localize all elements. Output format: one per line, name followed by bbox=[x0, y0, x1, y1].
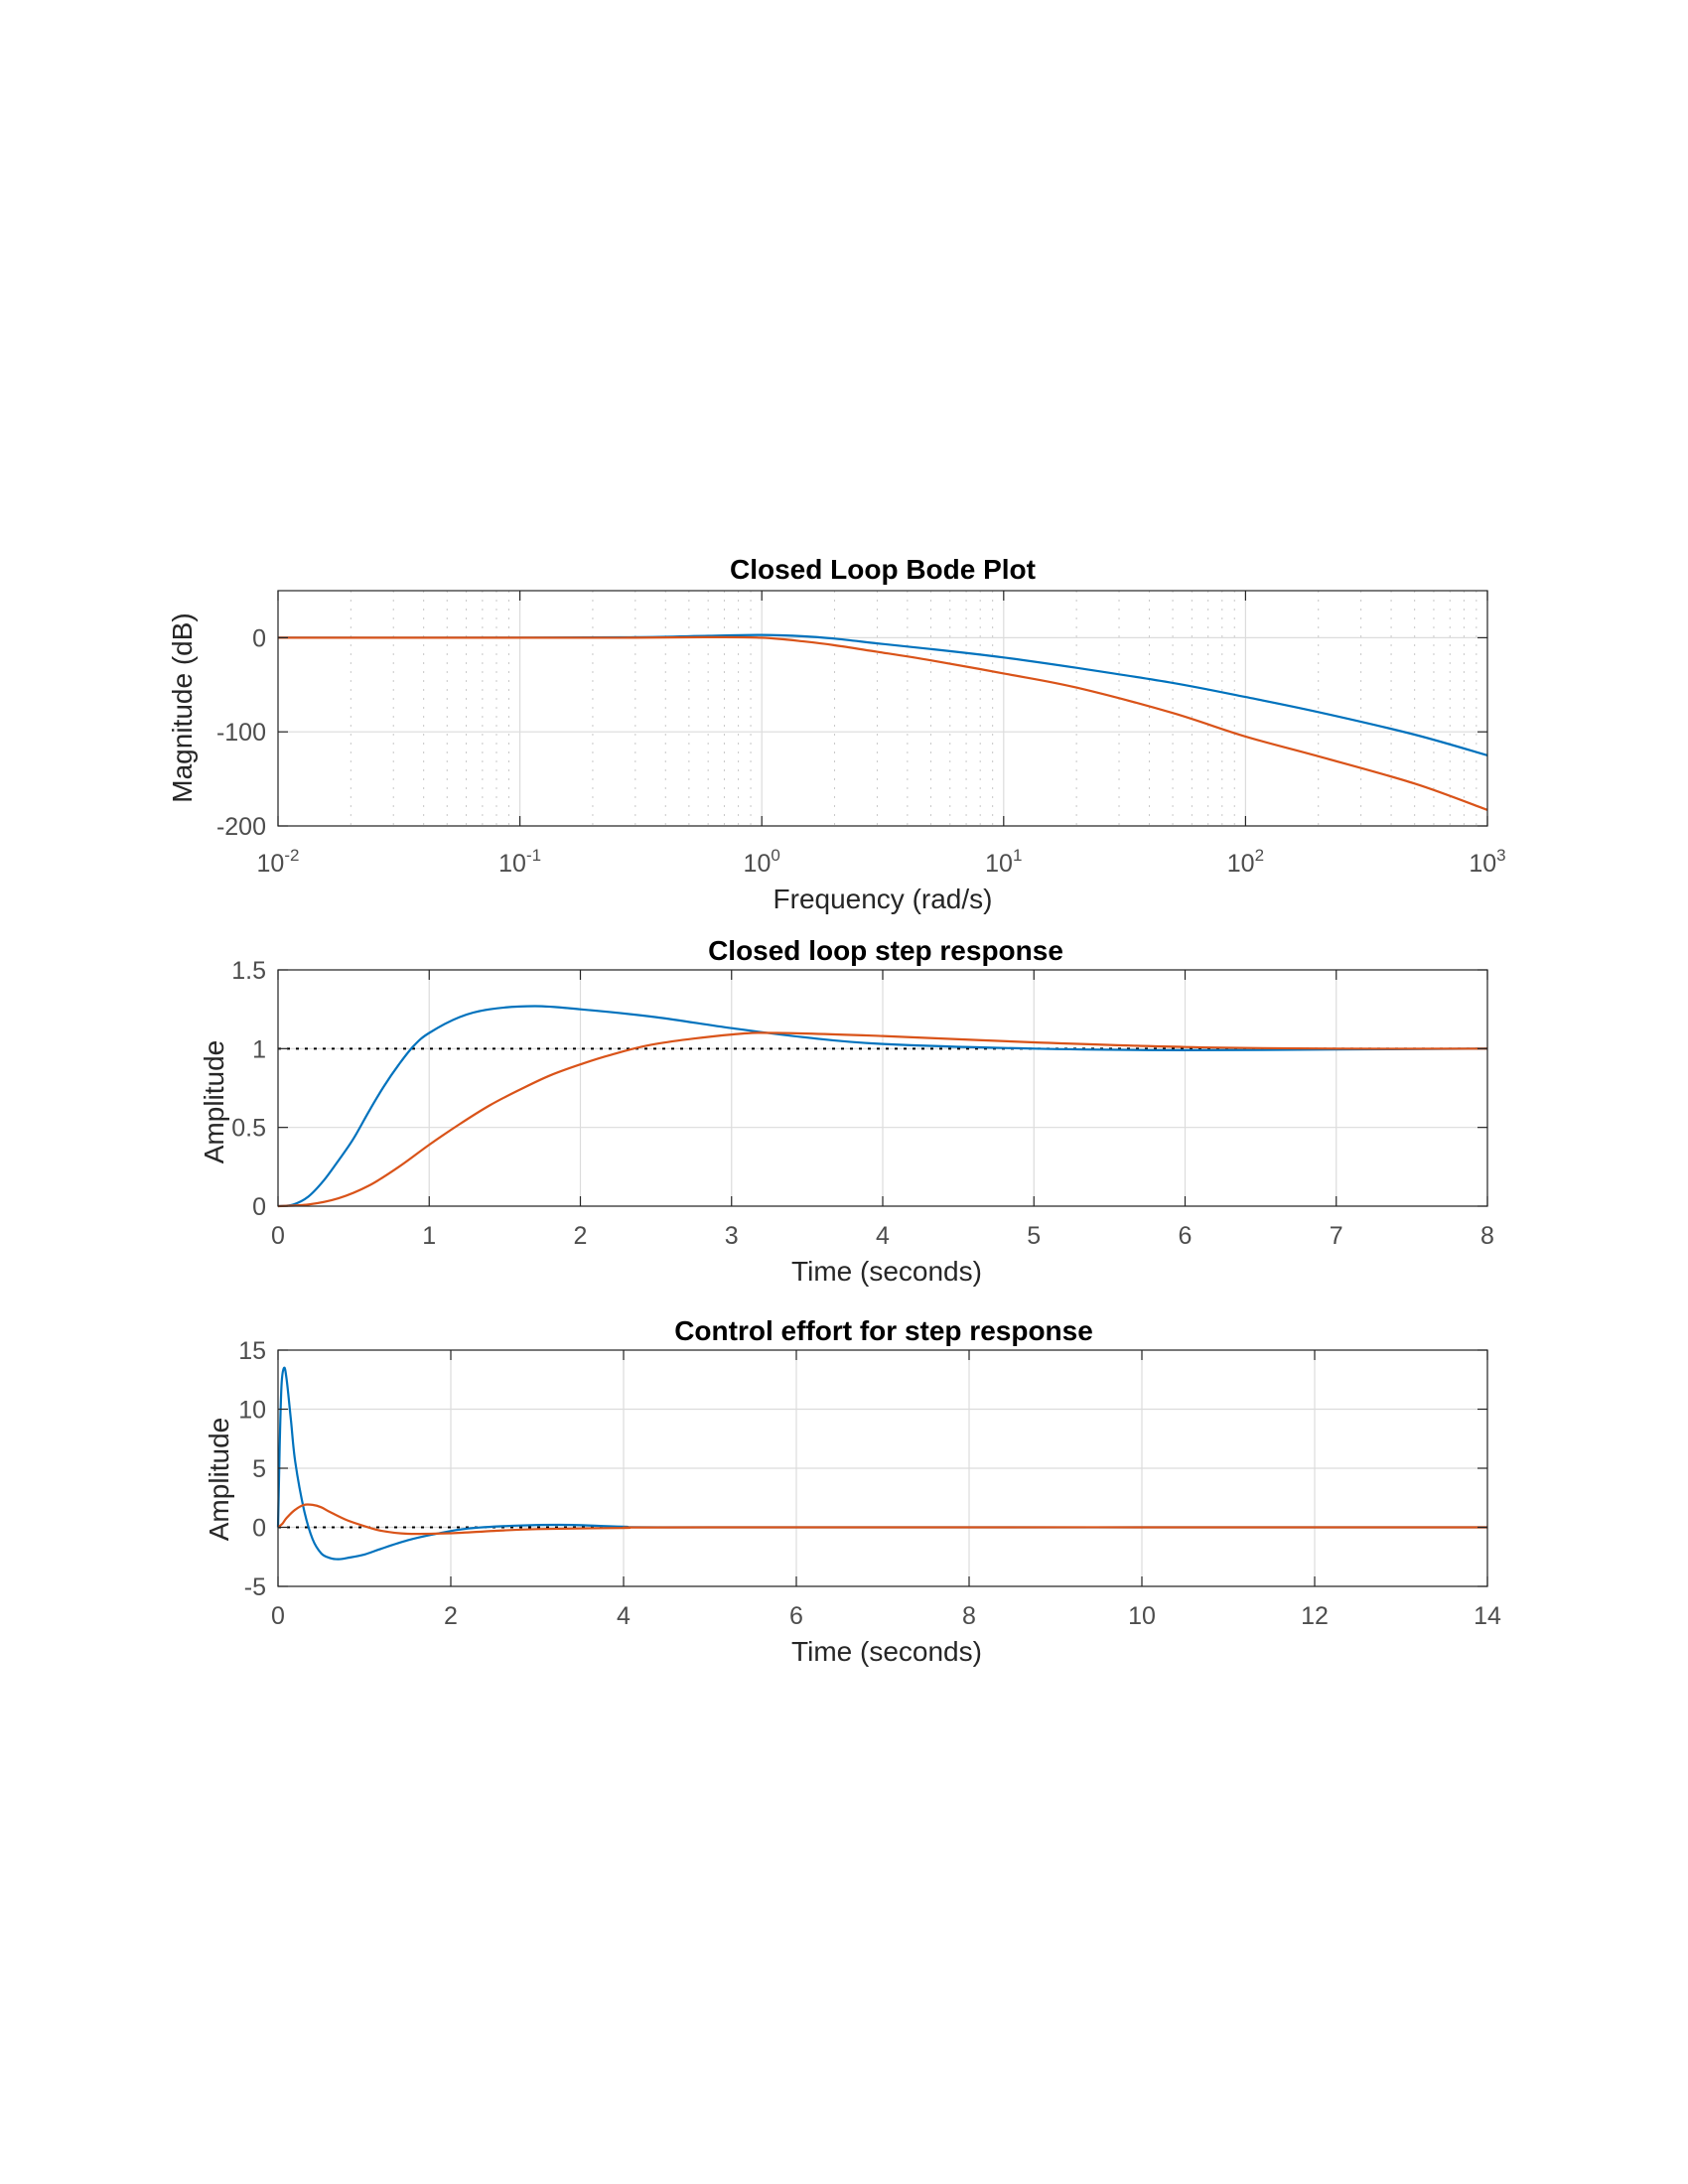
effort-y-tick-label: 15 bbox=[238, 1337, 266, 1365]
effort-x-tick-label: 8 bbox=[962, 1602, 976, 1630]
effort-xlabel: Time (seconds) bbox=[791, 1636, 982, 1667]
step-x-tick-label: 0 bbox=[271, 1222, 285, 1250]
bode-series-2-line bbox=[278, 635, 1488, 811]
bode-x-tick-label: 100 bbox=[744, 846, 780, 878]
step-y-tick-label: 0.5 bbox=[231, 1115, 266, 1143]
bode-plot-panel: 10-2 10-1 100 101 102 103 0 -100 -200 Closed Loo… bbox=[167, 554, 1506, 914]
step-ticks: 0 1 2 3 4 5 6 7 8 0 0.5 1 1.5 bbox=[231, 957, 1494, 1250]
effort-y-tick-label: 0 bbox=[252, 1515, 266, 1543]
bode-x-tick-label: 101 bbox=[985, 846, 1022, 878]
effort-grid bbox=[277, 1349, 1488, 1587]
step-series-2-line bbox=[277, 1031, 1488, 1208]
effort-x-tick-label: 4 bbox=[617, 1602, 631, 1630]
step-series-1-line bbox=[277, 1005, 1488, 1208]
step-x-tick-label: 6 bbox=[1179, 1222, 1193, 1250]
step-title: Closed loop step response bbox=[708, 935, 1063, 966]
effort-y-tick-label: 5 bbox=[252, 1455, 266, 1483]
step-y-tick-label: 1.5 bbox=[231, 957, 266, 985]
bode-y-tick-label: 0 bbox=[252, 624, 266, 652]
effort-series-1-line bbox=[276, 1366, 1488, 1561]
step-grid bbox=[277, 969, 1488, 1207]
effort-ylabel: Amplitude bbox=[204, 1418, 234, 1542]
bode-title: Closed Loop Bode Plot bbox=[730, 554, 1036, 585]
bode-x-tick-label: 102 bbox=[1227, 846, 1264, 878]
bode-axes-frame bbox=[277, 590, 1488, 827]
step-x-tick-label: 7 bbox=[1330, 1222, 1343, 1250]
bode-x-tick-label: 10-2 bbox=[257, 846, 300, 878]
effort-y-tick-label: 10 bbox=[238, 1397, 266, 1425]
effort-x-tick-label: 2 bbox=[444, 1602, 458, 1630]
step-response-panel: 0 1 2 3 4 5 6 7 8 0 0.5 1 1.5 Closed loop step respo… bbox=[199, 935, 1494, 1287]
step-x-tick-label: 1 bbox=[422, 1222, 436, 1250]
effort-title: Control effort for step response bbox=[674, 1315, 1093, 1346]
step-y-tick-label: 0 bbox=[252, 1193, 266, 1221]
bode-curves bbox=[277, 633, 1488, 811]
bode-y-tick-label: -200 bbox=[216, 813, 266, 841]
bode-xlabel: Frequency (rad/s) bbox=[774, 884, 993, 914]
step-x-tick-label: 4 bbox=[876, 1222, 890, 1250]
bode-ticks: 10-2 10-1 100 101 102 103 0 -100 -200 bbox=[216, 591, 1506, 878]
bode-x-tick-label: 103 bbox=[1469, 846, 1505, 878]
step-x-tick-label: 2 bbox=[574, 1222, 588, 1250]
step-y-tick-label: 1 bbox=[252, 1035, 266, 1063]
bode-ylabel: Magnitude (dB) bbox=[167, 613, 198, 802]
step-x-tick-label: 8 bbox=[1480, 1222, 1494, 1250]
bode-y-tick-label: -100 bbox=[216, 719, 266, 747]
bode-x-tick-label: 10-1 bbox=[498, 846, 541, 878]
effort-series-2-line bbox=[277, 1503, 1488, 1536]
step-ylabel: Amplitude bbox=[199, 1040, 229, 1164]
step-x-tick-label: 5 bbox=[1027, 1222, 1041, 1250]
effort-curves bbox=[276, 1366, 1488, 1561]
effort-x-tick-label: 14 bbox=[1474, 1602, 1501, 1630]
step-x-tick-label: 3 bbox=[725, 1222, 739, 1250]
effort-x-tick-label: 0 bbox=[271, 1602, 285, 1630]
effort-x-tick-label: 12 bbox=[1301, 1602, 1329, 1630]
effort-y-tick-label: -5 bbox=[244, 1573, 266, 1601]
step-xlabel: Time (seconds) bbox=[791, 1256, 982, 1287]
step-curves bbox=[277, 1005, 1488, 1208]
effort-x-tick-label: 10 bbox=[1128, 1602, 1156, 1630]
effort-x-tick-label: 6 bbox=[789, 1602, 803, 1630]
